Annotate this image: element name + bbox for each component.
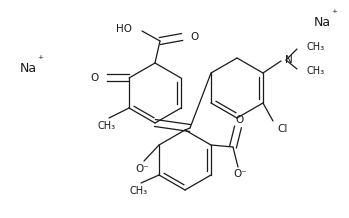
Text: O⁻: O⁻ [135, 164, 149, 174]
Text: O: O [91, 73, 99, 83]
Text: Na: Na [313, 15, 331, 29]
Text: O: O [236, 115, 244, 125]
Text: Cl: Cl [277, 124, 287, 134]
Text: ⁺: ⁺ [331, 9, 337, 19]
Text: O⁻: O⁻ [233, 169, 247, 179]
Text: N: N [285, 55, 293, 65]
Text: ⁺: ⁺ [37, 55, 43, 65]
Text: CH₃: CH₃ [307, 42, 325, 52]
Text: HO: HO [116, 24, 132, 34]
Text: CH₃: CH₃ [98, 121, 116, 131]
Text: CH₃: CH₃ [130, 186, 148, 196]
Text: CH₃: CH₃ [307, 66, 325, 76]
Text: O: O [190, 32, 198, 42]
Text: Na: Na [20, 61, 37, 75]
